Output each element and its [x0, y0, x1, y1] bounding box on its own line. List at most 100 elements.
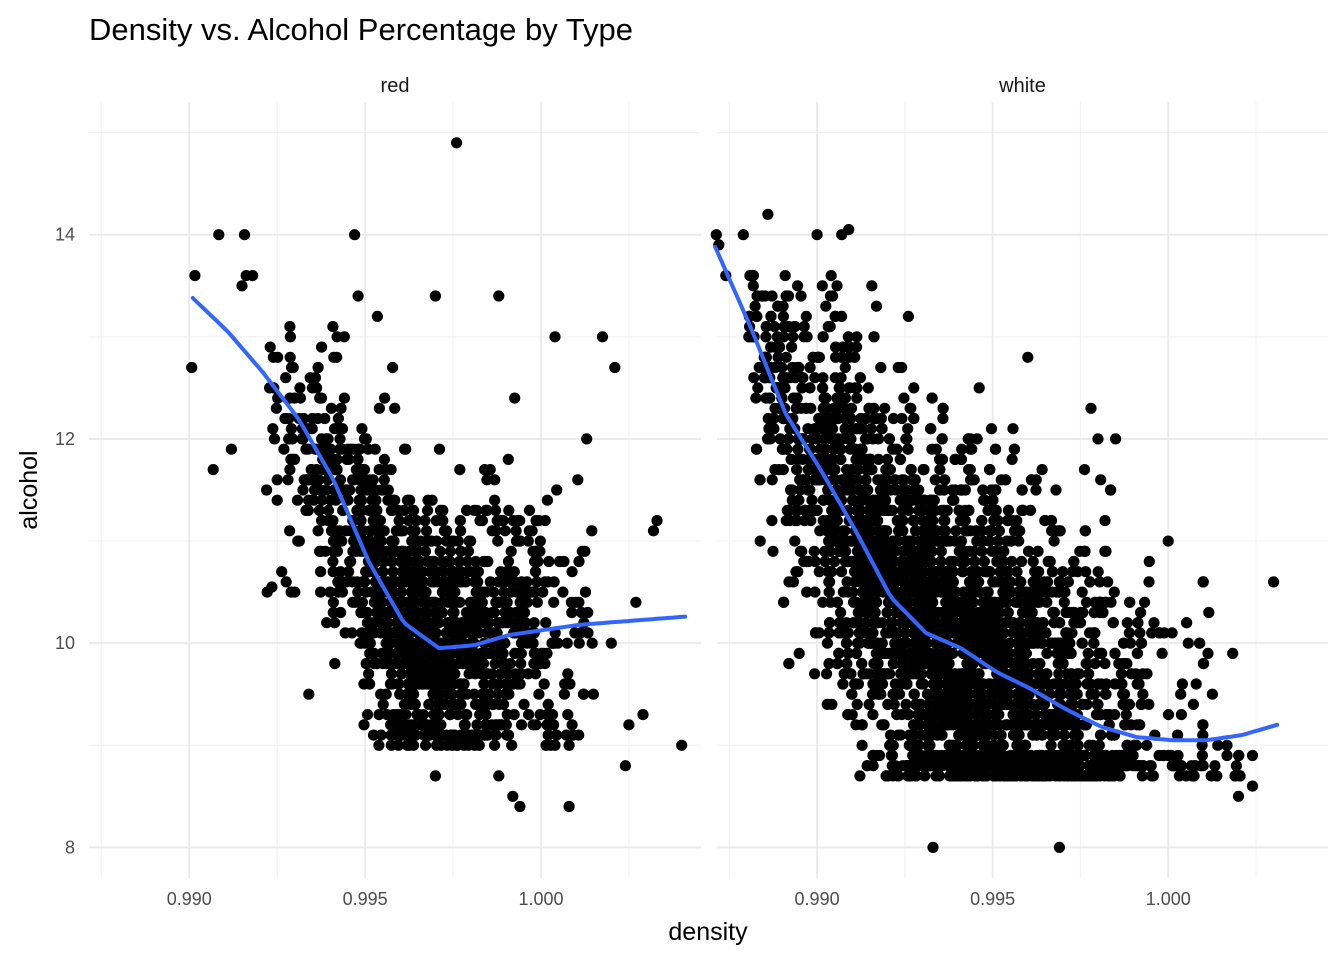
- data-point: [806, 433, 819, 445]
- data-point: [933, 770, 945, 782]
- data-point: [846, 535, 859, 547]
- data-point: [366, 647, 378, 660]
- data-point: [314, 392, 326, 404]
- data-point: [393, 678, 405, 690]
- data-point: [766, 290, 778, 302]
- facet-label-red: red: [381, 75, 410, 97]
- data-point: [782, 433, 795, 445]
- data-point: [947, 494, 959, 506]
- data-point: [901, 658, 914, 670]
- data-point: [876, 423, 888, 435]
- data-point: [902, 709, 914, 721]
- data-point: [489, 739, 501, 751]
- data-point: [1006, 555, 1018, 568]
- data-point: [992, 627, 1004, 639]
- data-point: [842, 709, 854, 721]
- data-point: [966, 443, 978, 455]
- data-point: [811, 504, 823, 516]
- data-point: [369, 443, 381, 455]
- data-point: [402, 637, 414, 649]
- data-point: [1143, 555, 1155, 568]
- data-point: [710, 229, 722, 241]
- data-point: [1065, 647, 1077, 660]
- data-point: [300, 504, 312, 516]
- data-point: [1196, 749, 1208, 762]
- data-point: [1103, 709, 1115, 721]
- data-point: [276, 566, 288, 578]
- data-point: [962, 760, 974, 772]
- data-point: [410, 545, 422, 557]
- data-point: [909, 484, 921, 496]
- data-point: [315, 586, 327, 598]
- data-point: [841, 627, 854, 639]
- data-point: [945, 678, 957, 690]
- data-point: [356, 596, 368, 608]
- data-point: [934, 627, 946, 639]
- data-point: [1206, 688, 1218, 700]
- data-point: [962, 678, 974, 690]
- data-point: [490, 525, 502, 537]
- data-point: [839, 402, 851, 414]
- data-point: [875, 647, 887, 660]
- data-point: [935, 555, 947, 568]
- data-point: [483, 688, 495, 700]
- data-point: [867, 627, 879, 639]
- data-point: [972, 627, 984, 639]
- data-point: [378, 453, 390, 465]
- data-point: [994, 606, 1006, 619]
- data-point: [817, 372, 829, 384]
- data-point: [938, 504, 950, 516]
- data-point: [754, 361, 766, 374]
- data-point: [499, 525, 511, 537]
- data-point: [386, 555, 398, 568]
- data-point: [959, 515, 971, 527]
- data-point: [833, 627, 845, 639]
- data-point: [1123, 627, 1135, 639]
- data-point: [319, 412, 331, 425]
- data-point: [1095, 647, 1107, 660]
- data-point: [1005, 760, 1017, 772]
- data-point: [1053, 668, 1065, 680]
- data-point: [551, 484, 563, 496]
- data-point: [925, 555, 937, 568]
- data-point: [1109, 647, 1121, 660]
- data-point: [504, 576, 517, 588]
- data-point: [823, 321, 835, 333]
- data-point: [1156, 647, 1168, 660]
- data-point: [809, 555, 821, 568]
- data-point: [761, 433, 774, 445]
- data-point: [311, 382, 323, 394]
- data-point: [845, 433, 857, 445]
- data-point: [971, 617, 983, 629]
- data-point: [363, 668, 375, 680]
- data-point: [356, 423, 368, 435]
- data-point: [1162, 535, 1174, 547]
- data-point: [1020, 770, 1032, 782]
- data-point: [463, 535, 475, 547]
- data-point: [492, 688, 504, 700]
- data-point: [539, 576, 551, 588]
- data-point: [936, 729, 948, 741]
- data-point: [831, 658, 844, 670]
- data-point: [908, 719, 920, 731]
- data-point: [881, 453, 894, 465]
- data-point: [801, 586, 813, 598]
- data-point: [410, 729, 422, 741]
- data-point: [399, 566, 411, 578]
- data-point: [955, 555, 967, 568]
- data-point: [1137, 688, 1149, 700]
- data-point: [860, 617, 872, 629]
- data-point: [1010, 709, 1022, 721]
- data-point: [384, 678, 397, 690]
- data-point: [872, 658, 884, 670]
- data-point: [538, 647, 550, 660]
- data-point: [676, 739, 688, 751]
- data-point: [490, 504, 502, 516]
- data-point: [294, 382, 306, 394]
- data-point: [468, 504, 480, 516]
- data-point: [758, 372, 771, 384]
- data-point: [454, 515, 466, 527]
- data-point: [833, 647, 845, 660]
- data-point: [561, 637, 573, 649]
- data-point: [380, 464, 392, 476]
